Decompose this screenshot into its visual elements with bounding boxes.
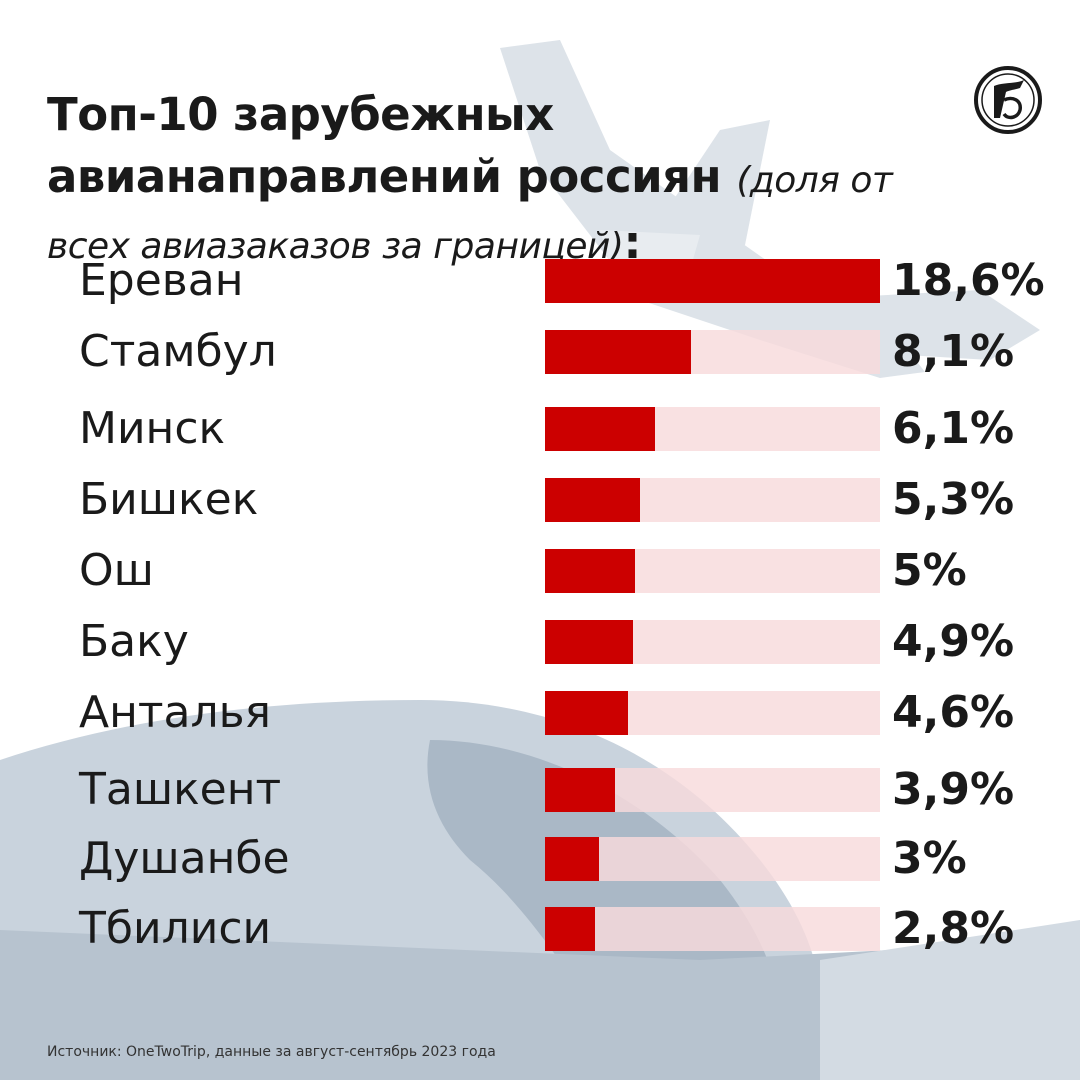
value-label: 5% (892, 545, 967, 596)
bar-track (545, 549, 880, 593)
bar (545, 907, 596, 951)
category-label: Минск (79, 403, 226, 454)
category-label: Стамбул (79, 326, 277, 377)
value-label: 3% (892, 833, 967, 884)
bar-track (545, 407, 880, 451)
bar-track (545, 768, 880, 812)
value-label: 18,6% (892, 255, 1045, 306)
bar-track (545, 907, 880, 951)
bar (545, 837, 600, 881)
bar (545, 259, 880, 303)
bar-row: Бишкек 5,3% (0, 474, 1080, 525)
chart-title: Топ-10 зарубежных авианаправлений россия… (47, 88, 893, 269)
bar-row: Ош 5% (0, 545, 1080, 596)
bar-track (545, 691, 880, 735)
category-label: Ереван (79, 255, 244, 306)
bar-row: Баку 4,9% (0, 616, 1080, 667)
value-label: 4,6% (892, 687, 1015, 738)
bar (545, 330, 691, 374)
category-label: Ош (79, 545, 154, 596)
category-label: Ташкент (79, 764, 282, 815)
category-label: Тбилиси (79, 903, 272, 954)
value-label: 8,1% (892, 326, 1015, 377)
bar-row: Минск 6,1% (0, 403, 1080, 454)
value-label: 5,3% (892, 474, 1015, 525)
value-label: 3,9% (892, 764, 1015, 815)
bar-track (545, 330, 880, 374)
category-label: Анталья (79, 687, 271, 738)
bar-row: Анталья 4,6% (0, 687, 1080, 738)
category-label: Бишкек (79, 474, 259, 525)
value-label: 2,8% (892, 903, 1015, 954)
category-label: Душанбе (79, 833, 290, 884)
bar-track (545, 259, 880, 303)
value-label: 4,9% (892, 616, 1015, 667)
bar-track (545, 837, 880, 881)
bar (545, 478, 641, 522)
bar-track (545, 620, 880, 664)
value-label: 6,1% (892, 403, 1015, 454)
bar-track (545, 478, 880, 522)
bar (545, 407, 655, 451)
bar-row: Стамбул 8,1% (0, 326, 1080, 377)
bar-row: Душанбе 3% (0, 833, 1080, 884)
bar-row: Тбилиси 2,8% (0, 903, 1080, 954)
newspaper-logo-icon (974, 66, 1042, 134)
source-note: Источник: OneTwoTrip, данные за август-с… (47, 1044, 496, 1060)
bar (545, 691, 628, 735)
bar (545, 620, 634, 664)
bar-row: Ереван 18,6% (0, 255, 1080, 306)
bar (545, 768, 616, 812)
train-image (0, 700, 1080, 1080)
category-label: Баку (79, 616, 189, 667)
bar (545, 549, 636, 593)
bar-row: Ташкент 3,9% (0, 764, 1080, 815)
